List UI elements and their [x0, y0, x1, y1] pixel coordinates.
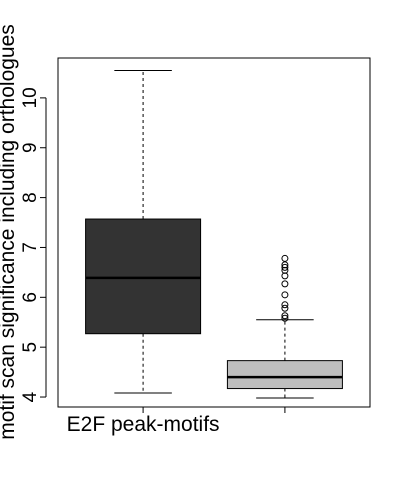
outlier-point [281, 312, 289, 320]
outlier-point [281, 280, 289, 288]
outlier-point [281, 254, 289, 262]
outlier-point [281, 266, 289, 274]
x-axis: E2F peak-motifs [67, 407, 286, 436]
y-tick-label: 5 [20, 342, 41, 353]
y-tick-label: 10 [20, 87, 41, 108]
outlier-point [281, 301, 289, 309]
y-tick-label: 8 [20, 192, 41, 203]
y-tick-label: 4 [20, 391, 41, 402]
outlier-point [281, 314, 289, 322]
box-iqr [226, 360, 343, 390]
plot-frame [57, 57, 371, 408]
y-tick-label: 6 [20, 292, 41, 303]
box-2 [226, 254, 343, 399]
outlier-point [281, 291, 289, 299]
outlier-point [281, 304, 289, 312]
boxes [85, 69, 343, 399]
y-axis-title: motif scan significance including orthol… [0, 24, 19, 440]
y-tick-label: 9 [20, 142, 41, 153]
box-1 [85, 69, 202, 394]
box-iqr [85, 218, 202, 335]
outlier-point [281, 272, 289, 280]
x-category-label: E2F peak-motifs [67, 413, 220, 436]
outlier-point [281, 263, 289, 271]
y-tick-label: 7 [20, 242, 41, 253]
y-axis: 4 5 6 7 8 9 10 [20, 87, 47, 402]
